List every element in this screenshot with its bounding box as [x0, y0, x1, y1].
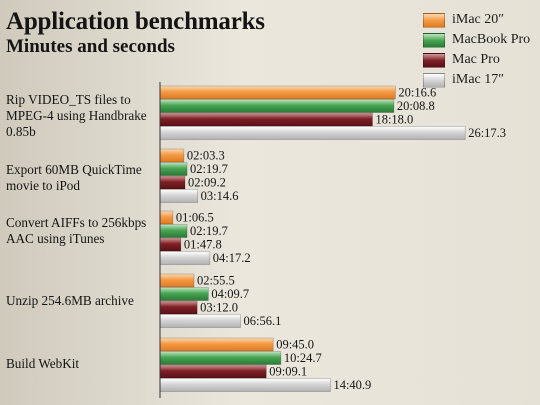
bar-value-label: 01:47.8	[184, 238, 222, 252]
legend-label: Mac Pro	[452, 52, 500, 67]
bar-2-1	[159, 224, 188, 238]
bar-value-label: 09:09.1	[269, 365, 307, 379]
bar-1-1	[159, 162, 188, 176]
legend-swatch	[423, 12, 445, 28]
bar-4-1	[159, 351, 282, 365]
bar-0-0	[159, 85, 396, 100]
bar-value-label: 02:09.2	[188, 176, 226, 190]
bar-value-label: 09:45.0	[276, 338, 314, 352]
bar-0-3	[159, 126, 466, 140]
bar-1-3	[159, 189, 198, 203]
bar-2-2	[159, 237, 182, 252]
bar-1-0	[159, 148, 185, 163]
legend-label: iMac 20″	[452, 12, 505, 27]
bar-value-label: 02:55.5	[197, 274, 235, 288]
bar-value-label: 14:40.9	[333, 378, 371, 392]
bar-4-3	[159, 378, 331, 392]
bar-3-2	[159, 300, 198, 315]
chart-subtitle: Minutes and seconds	[6, 36, 175, 57]
bar-2-0	[159, 210, 174, 225]
bar-value-label: 03:12.0	[200, 301, 238, 315]
chart-title: Application benchmarks	[6, 8, 265, 35]
bar-0-2	[159, 112, 373, 127]
bar-value-label: 20:16.6	[398, 86, 436, 100]
bar-value-label: 03:14.6	[201, 189, 239, 203]
bar-3-0	[159, 273, 195, 288]
bar-value-label: 02:19.7	[190, 224, 228, 238]
legend-swatch	[423, 72, 445, 88]
legend-label: MacBook Pro	[452, 32, 531, 47]
category-label-itunes-aac: Convert AIFFs to 256kbps AAC using iTune…	[6, 215, 147, 246]
category-label-build-webkit: Build WebKit	[6, 356, 80, 371]
legend-label: iMac 17″	[452, 72, 505, 87]
legend-item-macbook-pro: MacBook Pro	[423, 30, 530, 50]
bar-4-2	[159, 364, 267, 379]
bar-value-label: 10:24.7	[284, 351, 322, 365]
legend-item-imac-20: iMac 20″	[423, 10, 530, 30]
bar-value-label: 06:56.1	[244, 314, 282, 328]
bar-0-1	[159, 99, 395, 113]
bar-1-2	[159, 175, 186, 190]
legend: iMac 20″ MacBook Pro Mac Pro iMac 17″	[423, 10, 530, 90]
bar-value-label: 04:17.2	[213, 251, 251, 265]
bar-3-3	[159, 314, 241, 328]
category-label-unzip-archive: Unzip 254.6MB archive	[6, 293, 134, 308]
bar-value-label: 20:08.8	[397, 99, 435, 113]
category-label-handbrake: Rip VIDEO_TS files to MPEG-4 using Handb…	[6, 92, 147, 139]
bar-value-label: 18:18.0	[375, 113, 413, 127]
bar-value-label: 01:06.5	[176, 211, 214, 225]
legend-swatch	[423, 52, 445, 68]
category-label-quicktime-export: Export 60MB QuickTime movie to iPod	[6, 162, 142, 193]
bar-3-1	[159, 287, 209, 301]
bar-2-3	[159, 251, 211, 265]
bar-value-label: 02:03.3	[187, 149, 225, 163]
bar-4-0	[159, 337, 274, 352]
bar-value-label: 04:09.7	[211, 287, 249, 301]
legend-item-imac-17: iMac 17″	[423, 70, 530, 90]
bar-value-label: 02:19.7	[190, 162, 228, 176]
legend-swatch	[423, 32, 445, 48]
legend-item-mac-pro: Mac Pro	[423, 50, 530, 70]
bar-value-label: 26:17.3	[468, 126, 506, 140]
